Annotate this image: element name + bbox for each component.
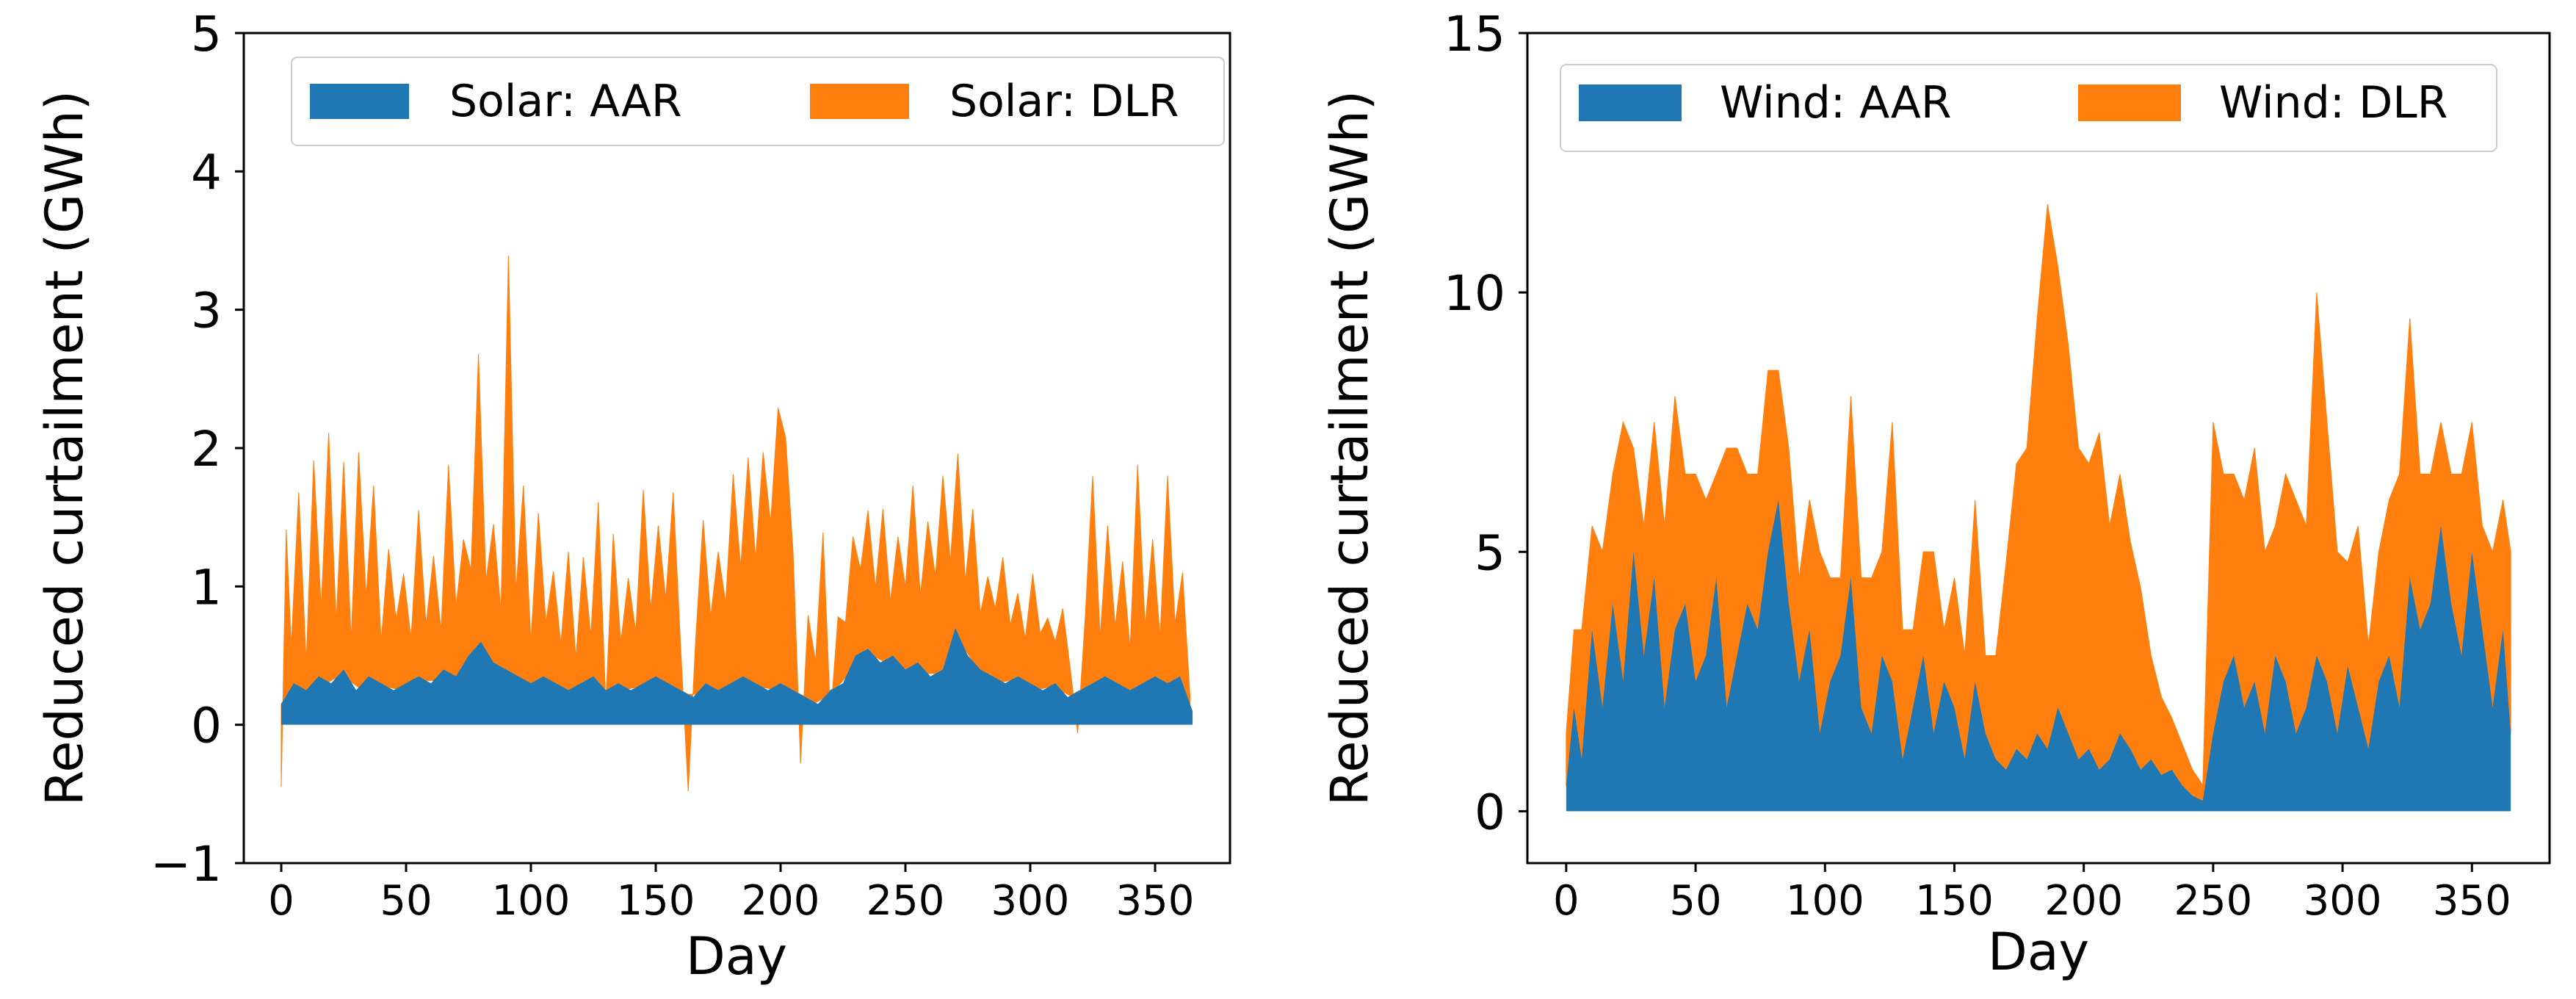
wind-series-group (1566, 203, 2511, 812)
wind-x-tick-label: 50 (1669, 877, 1721, 925)
wind-x-tick-label: 100 (1786, 877, 1864, 925)
solar-x-tick-label: 100 (492, 877, 571, 925)
wind-x-tick-label: 250 (2174, 877, 2252, 925)
solar-x-tick-label: 350 (1116, 877, 1195, 925)
wind-x-ticks: 0 50 100 150 200 250 300 350 (1553, 863, 2511, 925)
wind-x-axis-title: Day (1988, 922, 2089, 982)
wind-legend-label-dlr: Wind: DLR (2219, 77, 2447, 129)
solar-x-tick-label: 0 (268, 877, 294, 925)
solar-series-group (281, 256, 1193, 792)
solar-y-tick-label: 2 (191, 421, 222, 477)
wind-chart: 0 50 100 150 200 250 300 350 0 5 10 15 Day Reduced… (1320, 6, 2551, 982)
wind-legend: Wind: AAR Wind: DLR (1560, 64, 2497, 152)
wind-legend-box (1560, 64, 2497, 152)
wind-x-tick-label: 0 (1553, 877, 1580, 925)
wind-legend-swatch-aar (1579, 84, 1682, 121)
solar-y-tick-label: 4 (191, 144, 222, 201)
solar-x-tick-label: 150 (617, 877, 695, 925)
solar-y-ticks: −1 0 1 2 3 4 5 (151, 6, 244, 892)
wind-y-ticks: 0 5 10 15 (1444, 6, 1527, 840)
wind-x-tick-label: 200 (2044, 877, 2123, 925)
solar-y-axis-title: Reduced curtailment (GWh) (35, 90, 95, 806)
solar-x-axis-title: Day (686, 926, 787, 987)
wind-y-axis-title: Reduced curtailment (GWh) (1320, 90, 1380, 806)
solar-x-tick-label: 300 (991, 877, 1070, 925)
solar-x-tick-label: 50 (380, 877, 432, 925)
wind-x-tick-label: 150 (1915, 877, 1994, 925)
wind-y-tick-label: 0 (1475, 784, 1505, 840)
solar-y-tick-label: 1 (191, 559, 222, 616)
wind-y-tick-label: 10 (1444, 265, 1505, 322)
solar-legend-label-dlr: Solar: DLR (949, 76, 1179, 127)
wind-legend-label-aar: Wind: AAR (1720, 77, 1952, 129)
wind-y-tick-label: 5 (1475, 524, 1505, 581)
solar-x-tick-label: 200 (742, 877, 820, 925)
wind-plot-frame (1526, 32, 2551, 865)
solar-y-tick-label: 0 (191, 698, 222, 754)
solar-aar-area (281, 627, 1193, 725)
wind-aar-area (1566, 500, 2511, 812)
solar-legend-swatch-dlr (810, 84, 909, 119)
solar-x-tick-label: 250 (866, 877, 945, 925)
solar-y-tick-label: 5 (191, 6, 222, 62)
solar-legend-swatch-aar (310, 84, 409, 119)
solar-plot-background (244, 33, 1230, 863)
wind-y-tick-label: 15 (1444, 6, 1505, 62)
solar-y-tick-label: 3 (191, 283, 222, 339)
solar-chart: 0 50 100 150 200 250 300 350 −1 0 1 2 3 4 5 Day Reduc… (35, 6, 1231, 987)
wind-legend-swatch-dlr (2078, 84, 2181, 121)
wind-x-tick-label: 350 (2433, 877, 2511, 925)
solar-legend-label-aar: Solar: AAR (449, 76, 682, 127)
solar-x-ticks: 0 50 100 150 200 250 300 350 (268, 863, 1194, 925)
solar-legend-box (291, 57, 1225, 146)
solar-legend: Solar: AAR Solar: DLR (291, 57, 1225, 146)
solar-y-tick-label: −1 (151, 836, 222, 892)
wind-x-tick-label: 300 (2304, 877, 2382, 925)
